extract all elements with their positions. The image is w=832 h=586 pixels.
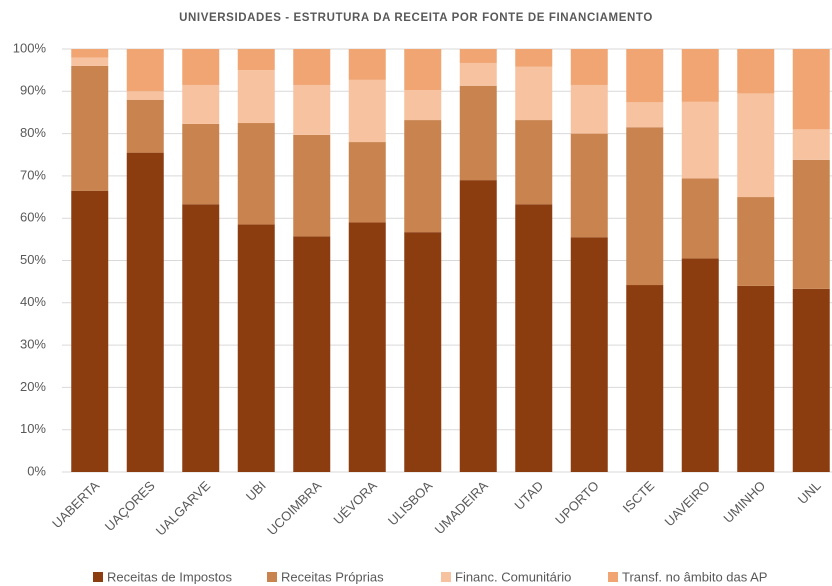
bar-segment — [515, 66, 553, 121]
bar-segment — [71, 190, 109, 472]
x-tick-label: UAÇORES — [102, 478, 158, 534]
bar-segment — [570, 49, 608, 85]
y-tick-label: 30% — [20, 337, 46, 352]
x-tick-label: UABERTA — [49, 478, 102, 531]
bar-segment — [126, 49, 164, 92]
bar-segment — [182, 204, 220, 472]
legend-label: Transf. no âmbito das AP — [622, 569, 767, 584]
legend-swatch — [441, 572, 451, 582]
y-tick-label: 60% — [20, 210, 46, 225]
y-tick-label: 0% — [27, 463, 46, 478]
bar-segment — [126, 152, 164, 472]
bar-segment — [626, 102, 664, 128]
bar-segment — [626, 49, 664, 103]
bar-segment — [792, 159, 830, 289]
x-tick-label: ISCTE — [620, 478, 658, 516]
bar-segment — [570, 84, 608, 134]
bar-segment — [237, 70, 275, 124]
bar-segment — [792, 129, 830, 160]
bar-segment — [293, 49, 331, 85]
x-tick-label: UÉVORA — [330, 478, 380, 528]
bar-segment — [792, 288, 830, 472]
bar-segment — [681, 178, 719, 259]
x-tick-label: UBI — [243, 478, 269, 504]
bar-segment — [459, 180, 497, 472]
bar-segment — [570, 237, 608, 472]
bar-segment — [404, 232, 442, 472]
x-tick-label: UAVEIRO — [661, 478, 712, 529]
x-tick-label: UMADEIRA — [432, 478, 491, 537]
chart-title: UNIVERSIDADES - ESTRUTURA DA RECEITA POR… — [179, 12, 653, 24]
bar-segment — [737, 49, 775, 94]
bar-segment — [681, 258, 719, 472]
legend-swatch — [608, 572, 618, 582]
bar-segment — [626, 127, 664, 286]
bar-segment — [348, 79, 386, 143]
bar-segment — [681, 101, 719, 179]
legend-swatch — [267, 572, 277, 582]
y-tick-label: 40% — [20, 294, 46, 309]
bar-segment — [293, 84, 331, 135]
x-tick-label: UALGARVE — [153, 478, 214, 539]
bar-segment — [792, 49, 830, 130]
x-tick-label: UMINHO — [720, 478, 768, 526]
y-tick-label: 80% — [20, 125, 46, 140]
bar-segment — [515, 204, 553, 472]
bar-segment — [404, 49, 442, 91]
bar-segment — [348, 222, 386, 472]
bar-segment — [293, 236, 331, 472]
y-tick-label: 20% — [20, 379, 46, 394]
bar-segment — [71, 49, 109, 58]
bar-segment — [182, 84, 220, 124]
bar-segment — [182, 123, 220, 205]
bar-segment — [404, 90, 442, 121]
bar-segment — [348, 142, 386, 223]
bar-segment — [237, 123, 275, 225]
bar-segment — [459, 62, 497, 86]
y-tick-label: 50% — [20, 252, 46, 267]
x-tick-label: ULISBOA — [385, 478, 436, 529]
legend-label: Receitas Próprias — [281, 569, 384, 584]
bar-segment — [737, 197, 775, 286]
x-tick-label: UTAD — [511, 478, 546, 513]
y-tick-label: 90% — [20, 83, 46, 98]
y-tick-label: 10% — [20, 421, 46, 436]
legend-label: Receitas de Impostos — [107, 569, 233, 584]
bar-segment — [737, 285, 775, 472]
bar-segment — [71, 65, 109, 191]
y-tick-label: 100% — [13, 40, 47, 55]
bar-segment — [404, 120, 442, 233]
bar-segment — [515, 49, 553, 67]
bar-segment — [681, 49, 719, 102]
bar-segment — [459, 85, 497, 181]
x-tick-label: UCOIMBRA — [264, 478, 324, 538]
bar-segment — [71, 57, 109, 66]
bar-segment — [348, 49, 386, 80]
x-tick-label: UPORTO — [552, 478, 602, 528]
bar-segment — [626, 285, 664, 472]
bar-segment — [237, 49, 275, 71]
x-tick-label: UNL — [795, 478, 824, 507]
bar-segment — [459, 49, 497, 63]
bar-segment — [293, 134, 331, 237]
bar-segment — [737, 93, 775, 198]
bar-segment — [515, 120, 553, 205]
bar-segment — [126, 99, 164, 153]
y-tick-label: 70% — [20, 167, 46, 182]
bar-segment — [237, 224, 275, 472]
bar-segment — [570, 133, 608, 238]
legend-swatch — [93, 572, 103, 582]
bar-segment — [182, 49, 220, 85]
legend-label: Financ. Comunitário — [455, 569, 571, 584]
bar-segment — [126, 91, 164, 100]
